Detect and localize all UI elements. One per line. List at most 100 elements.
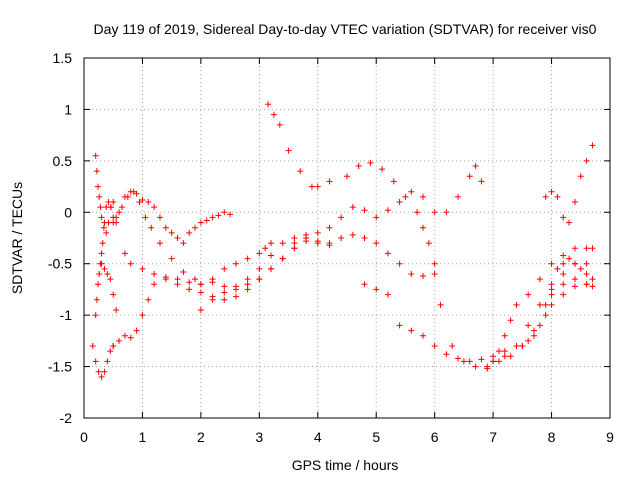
data-point — [180, 240, 187, 247]
data-point — [96, 271, 103, 277]
data-point — [110, 343, 117, 349]
data-point — [408, 188, 415, 195]
data-point — [174, 235, 181, 241]
data-point — [256, 276, 263, 283]
data-point — [174, 276, 181, 283]
data-point — [110, 219, 117, 226]
data-point — [466, 173, 473, 180]
data-point — [192, 276, 199, 283]
data-point — [507, 353, 514, 360]
data-point — [244, 281, 251, 288]
data-point — [513, 301, 520, 308]
data-point — [186, 229, 193, 236]
data-point — [93, 168, 100, 175]
data-point — [425, 240, 432, 247]
data-point — [396, 199, 403, 205]
data-point — [466, 358, 473, 365]
y-tick-label: 0.5 — [53, 153, 73, 169]
y-axis-label: SDTVAR / TECUs — [9, 182, 25, 294]
data-point — [130, 188, 137, 195]
y-tick-label: 1 — [64, 101, 72, 117]
data-point — [215, 212, 222, 219]
data-point — [99, 240, 106, 247]
data-point — [151, 204, 158, 211]
data-point — [104, 271, 111, 277]
data-point — [507, 317, 514, 324]
chart-title: Day 119 of 2019, Sidereal Day-to-day VTE… — [94, 21, 597, 37]
x-tick-label: 0 — [80, 429, 88, 445]
data-point — [209, 214, 216, 221]
data-point — [390, 178, 397, 185]
y-tick-label: -2 — [60, 410, 73, 426]
data-point — [589, 283, 596, 290]
data-point — [145, 296, 152, 303]
y-tick-label: -1.5 — [48, 359, 72, 375]
data-point — [326, 240, 333, 247]
data-point — [472, 163, 479, 169]
data-point — [98, 373, 105, 380]
data-point — [571, 260, 578, 267]
data-point — [408, 271, 415, 277]
data-point — [121, 332, 128, 339]
data-point — [495, 358, 502, 365]
data-point — [589, 142, 596, 149]
x-tick-label: 1 — [139, 429, 147, 445]
data-point — [484, 363, 491, 370]
data-point — [308, 183, 315, 190]
data-point — [577, 265, 584, 272]
data-point — [110, 199, 117, 205]
x-tick-label: 3 — [255, 429, 263, 445]
data-point — [384, 207, 391, 214]
data-point — [156, 240, 163, 247]
series-track-n — [490, 276, 590, 365]
x-tick-label: 2 — [197, 429, 205, 445]
data-point — [419, 193, 426, 200]
data-point — [162, 276, 169, 283]
data-point — [203, 217, 210, 224]
data-point — [338, 235, 345, 241]
data-point — [583, 157, 590, 164]
data-point — [127, 260, 134, 267]
data-point — [571, 245, 578, 252]
data-point — [121, 250, 128, 257]
data-point — [373, 240, 380, 247]
data-point — [107, 276, 114, 283]
data-point — [180, 268, 187, 275]
data-point — [244, 286, 251, 293]
data-point — [162, 224, 169, 231]
data-point — [431, 343, 438, 349]
data-point — [501, 348, 508, 355]
x-tick-label: 7 — [489, 429, 497, 445]
data-point — [221, 296, 228, 303]
data-point — [285, 147, 292, 154]
data-point — [136, 199, 143, 205]
data-points — [89, 101, 596, 380]
data-point — [168, 255, 175, 262]
data-point — [437, 301, 444, 308]
data-point — [103, 229, 110, 236]
data-point — [379, 166, 386, 173]
series-track-b — [92, 199, 120, 319]
series-track-a — [89, 343, 117, 380]
data-point — [326, 178, 333, 185]
data-point — [197, 289, 204, 296]
data-point — [145, 199, 152, 205]
data-point — [531, 332, 538, 339]
data-point — [92, 312, 99, 319]
y-tick-label: 1.5 — [53, 50, 73, 66]
data-point — [548, 281, 555, 288]
data-point — [92, 152, 99, 159]
data-point — [583, 245, 590, 252]
data-point — [100, 224, 107, 231]
data-point — [139, 265, 146, 272]
data-point — [197, 281, 204, 288]
data-point — [270, 111, 277, 118]
data-point — [525, 337, 532, 344]
data-point — [548, 260, 555, 267]
series-track-d — [98, 260, 120, 313]
data-point — [577, 173, 584, 180]
data-point — [560, 281, 567, 288]
data-point — [384, 250, 391, 257]
data-point — [116, 209, 123, 216]
